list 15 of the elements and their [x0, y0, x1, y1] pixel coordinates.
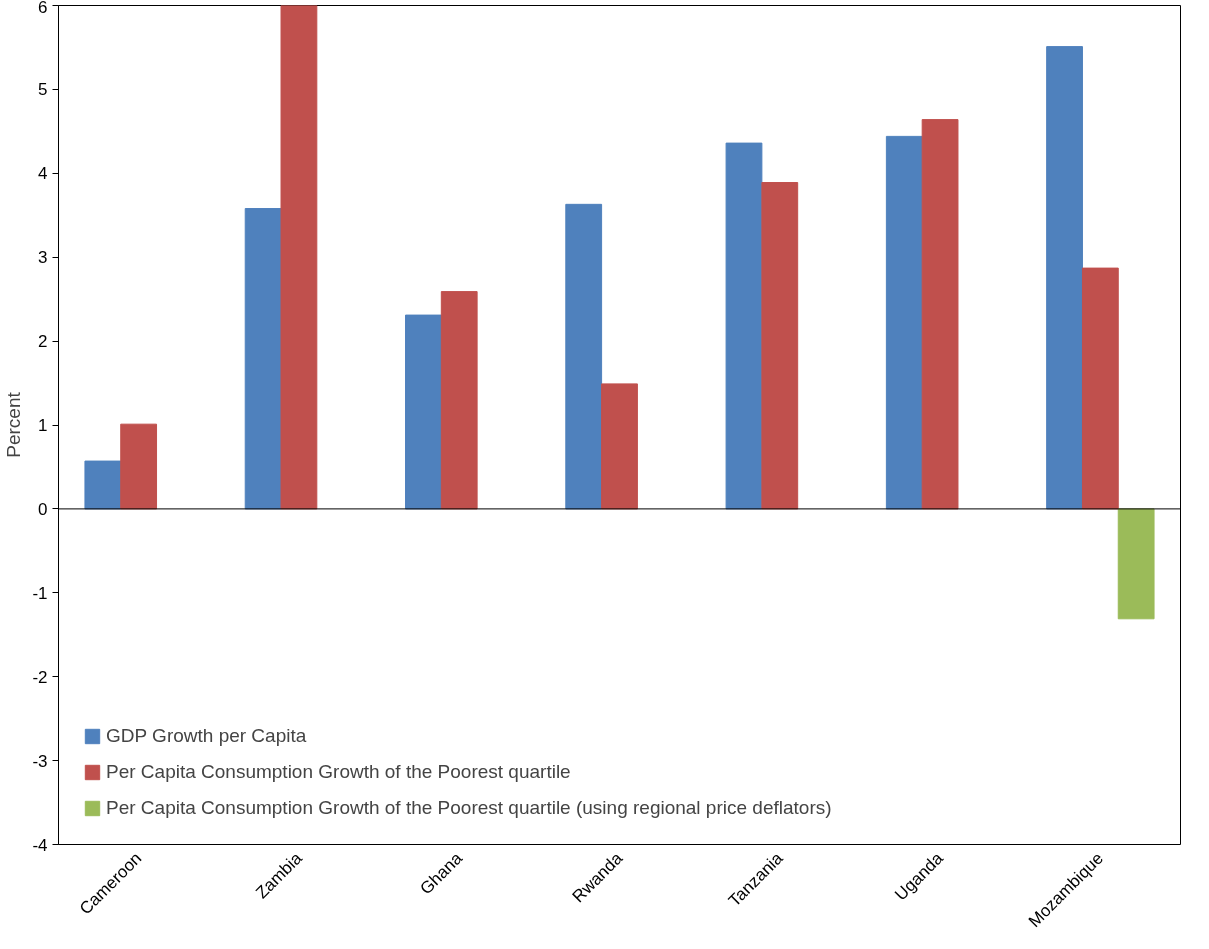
- legend-label: Per Capita Consumption Growth of the Poorest quartile (using regional price deflators): [106, 797, 832, 819]
- y-tick-label: -2: [32, 667, 48, 687]
- y-tick-label: -3: [32, 751, 48, 771]
- legend-label: Per Capita Consumption Growth of the Poorest quartile: [106, 761, 571, 783]
- y-tick-label: 4: [38, 164, 48, 184]
- y-tick-label: -1: [32, 583, 48, 603]
- y-tick-label: 5: [38, 80, 48, 100]
- y-tick-label: 1: [38, 416, 48, 435]
- y-tick-label: 6: [38, 0, 48, 17]
- legend-label: GDP Growth per Capita: [106, 725, 307, 747]
- y-axis-title: Percent: [3, 391, 25, 458]
- y-tick-label: -4: [32, 835, 48, 855]
- y-tick-label: 3: [38, 248, 48, 268]
- y-tick-label: 0: [38, 499, 48, 519]
- y-tick-label: 2: [38, 332, 48, 352]
